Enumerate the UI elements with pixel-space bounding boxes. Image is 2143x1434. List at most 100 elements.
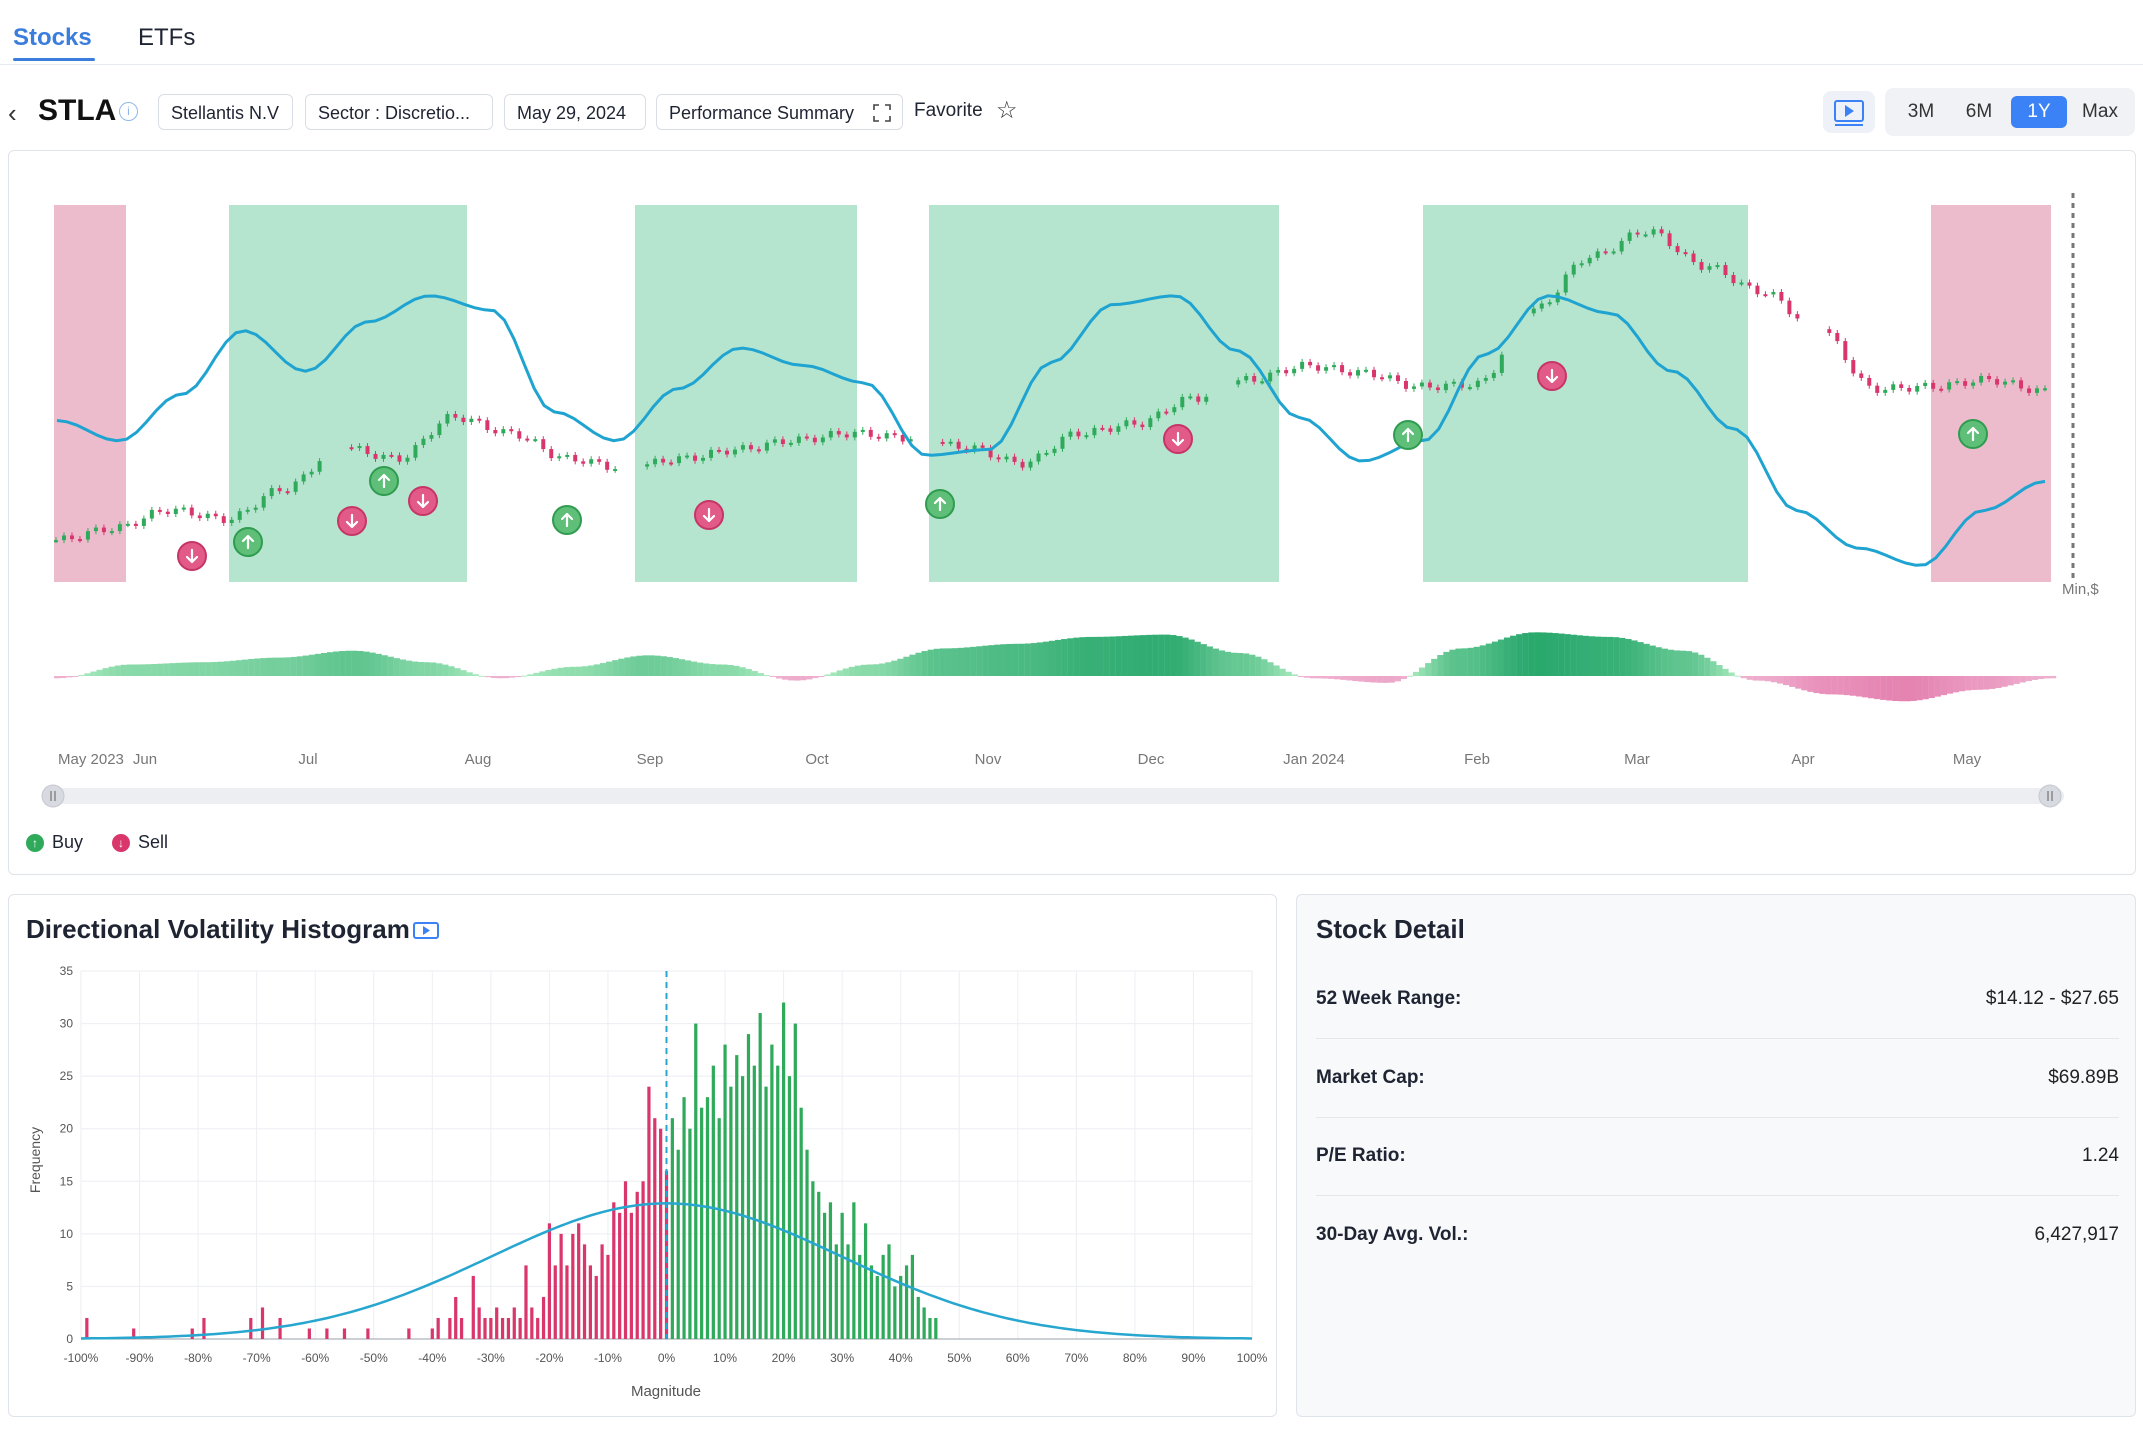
- negative-bar: [249, 1317, 253, 1339]
- candle: [908, 439, 913, 442]
- oscillator-bar: [1152, 634, 1159, 676]
- date-chip[interactable]: May 29, 2024: [504, 94, 646, 130]
- sell-signal-marker[interactable]: [177, 541, 207, 571]
- histogram-ylabel: Frequency: [27, 1127, 43, 1193]
- x-tick-label: 60%: [1006, 1351, 1030, 1365]
- sell-signal-marker[interactable]: [1163, 424, 1193, 454]
- candle: [1427, 382, 1432, 388]
- oscillator-bar: [66, 676, 73, 678]
- candle: [1475, 380, 1480, 388]
- oscillator-bar: [296, 656, 303, 676]
- negative-bar: [459, 1317, 464, 1339]
- oscillator-bar: [509, 676, 516, 678]
- positive-bar: [887, 1244, 891, 1339]
- favorite-label[interactable]: Favorite: [914, 100, 983, 121]
- buy-signal-marker[interactable]: [233, 527, 263, 557]
- candle: [669, 462, 674, 465]
- view-selector[interactable]: Performance Summary: [656, 94, 903, 130]
- candle: [1084, 435, 1089, 438]
- company-chip[interactable]: Stellantis N.V: [158, 94, 293, 130]
- candle: [1108, 428, 1113, 432]
- sell-signal-marker[interactable]: [1537, 361, 1567, 391]
- sector-chip[interactable]: Sector : Discretio...: [305, 94, 493, 130]
- oscillator-bar: [411, 661, 419, 676]
- video-tutorial-button[interactable]: [1823, 91, 1875, 133]
- stock-header: ‹ STLA i Stellantis N.V Sector : Discret…: [0, 88, 2143, 136]
- oscillator-bar: [606, 661, 613, 676]
- oscillator-bar: [703, 663, 710, 676]
- x-tick-label: Apr: [1791, 751, 1814, 768]
- range-max[interactable]: Max: [2082, 101, 2118, 122]
- x-tick-label: 0%: [658, 1351, 676, 1365]
- range-slider-right-handle[interactable]: [2038, 784, 2062, 808]
- legend-sell[interactable]: ↓ Sell: [112, 832, 168, 853]
- candle: [1292, 368, 1297, 374]
- candle: [133, 523, 138, 526]
- candle: [1699, 262, 1704, 270]
- oscillator-bar: [1940, 676, 1947, 696]
- oscillator-bar: [1170, 635, 1177, 676]
- oscillator-bar: [1546, 632, 1553, 676]
- candle: [1859, 373, 1864, 378]
- tab-stocks[interactable]: Stocks: [13, 24, 92, 51]
- oscillator-bar: [1346, 676, 1353, 681]
- candle: [796, 436, 801, 443]
- range-slider-track[interactable]: [44, 788, 2064, 804]
- buy-signal-marker[interactable]: [1393, 420, 1423, 450]
- oscillator-bar: [521, 675, 528, 677]
- oscillator-bar: [624, 657, 631, 676]
- oscillator-bar: [1558, 633, 1565, 676]
- oscillator-bar: [666, 657, 673, 676]
- x-tick-label: 40%: [889, 1351, 913, 1365]
- buy-zone: [1423, 205, 1748, 582]
- oscillator-bar: [181, 662, 188, 676]
- oscillator-bar: [84, 673, 91, 676]
- sell-signal-marker[interactable]: [408, 486, 438, 516]
- candle: [1324, 367, 1329, 371]
- oscillator-bar: [854, 665, 862, 676]
- price-chart[interactable]: Min,$ May 2023 Jun Jul Aug Sep Oct Nov Dec Jan 2…: [0, 150, 2143, 910]
- buy-signal-marker[interactable]: [369, 466, 399, 496]
- range-slider-left-handle[interactable]: [41, 784, 65, 808]
- info-icon[interactable]: i: [119, 102, 138, 121]
- play-video-icon[interactable]: [412, 920, 440, 942]
- positive-bar: [869, 1265, 874, 1339]
- oscillator-bar: [515, 676, 522, 677]
- oscillator-bar: [715, 664, 722, 676]
- oscillator-bar: [490, 676, 498, 678]
- oscillator-bar: [363, 651, 370, 676]
- oscillator-bar: [1510, 635, 1517, 676]
- buy-arrow-icon: ↑: [26, 833, 44, 852]
- negative-bar: [436, 1317, 440, 1339]
- sell-signal-marker[interactable]: [694, 500, 724, 530]
- range-1y[interactable]: 1Y: [2011, 96, 2067, 128]
- range-6m[interactable]: 6M: [1965, 101, 1993, 122]
- candle: [1076, 431, 1081, 437]
- y-tick-label: 0: [66, 1332, 73, 1346]
- oscillator-bar: [691, 661, 698, 676]
- candle: [253, 507, 258, 510]
- tab-etfs[interactable]: ETFs: [138, 24, 196, 51]
- positive-bar: [770, 1044, 774, 1339]
- range-3m[interactable]: 3M: [1907, 101, 1935, 122]
- x-tick-label: Sep: [637, 751, 664, 768]
- buy-signal-marker[interactable]: [1958, 419, 1988, 449]
- candle: [1563, 274, 1568, 293]
- legend-buy[interactable]: ↑ Buy: [26, 832, 83, 853]
- oscillator-bar: [327, 652, 334, 676]
- candle: [485, 420, 490, 431]
- buy-signal-marker[interactable]: [925, 489, 955, 519]
- candle: [189, 507, 194, 516]
- star-icon[interactable]: ☆: [996, 97, 1018, 124]
- candle: [285, 491, 290, 494]
- y-tick-label: 35: [60, 964, 74, 978]
- sell-signal-marker[interactable]: [337, 506, 367, 536]
- candle: [1380, 377, 1384, 380]
- buy-signal-marker[interactable]: [552, 505, 582, 535]
- candle: [1284, 370, 1289, 374]
- oscillator-bar: [539, 671, 546, 676]
- oscillator-bar: [1315, 676, 1323, 679]
- candle: [69, 535, 74, 540]
- oscillator-bar: [1928, 676, 1935, 699]
- chevron-left-icon[interactable]: ‹: [8, 98, 17, 128]
